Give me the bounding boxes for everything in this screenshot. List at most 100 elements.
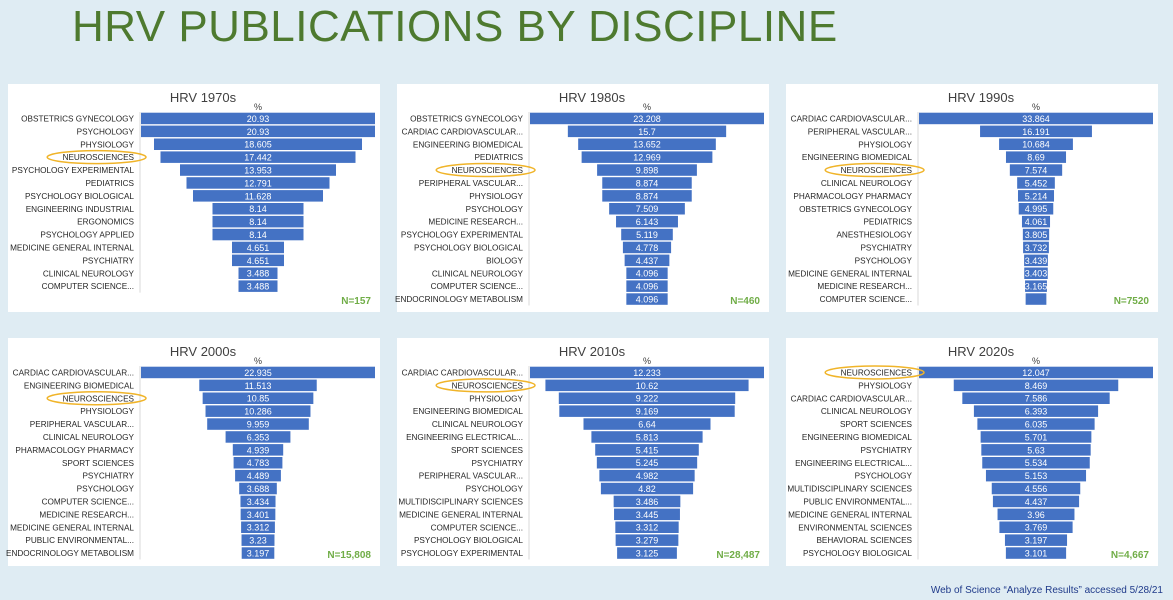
tick-label: PSYCHIATRY bbox=[471, 459, 523, 468]
bar bbox=[980, 125, 1092, 138]
bar bbox=[202, 392, 314, 404]
unit-label: % bbox=[254, 102, 262, 112]
bar bbox=[991, 482, 1081, 495]
data-label: 18.605 bbox=[244, 140, 272, 150]
data-label: 33.864 bbox=[1022, 114, 1050, 124]
tick-label: CARDIAC CARDIOVASCULAR... bbox=[791, 114, 912, 123]
bar bbox=[212, 215, 304, 228]
chart-panel-2020s: HRV 2020s% 12.047 NEUROSCIENCES 8.469 PHYSIO… bbox=[786, 338, 1158, 566]
tick-label: ENGINEERING BIOMEDICAL bbox=[802, 433, 913, 442]
data-label: 13.652 bbox=[633, 140, 661, 150]
bar bbox=[160, 151, 356, 163]
tick-label: ENGINEERING BIOMEDICAL bbox=[413, 407, 524, 416]
data-label: 3.486 bbox=[636, 497, 659, 507]
data-label: 12.047 bbox=[1022, 368, 1050, 378]
data-label: 5.214 bbox=[1025, 191, 1048, 201]
bar bbox=[567, 125, 727, 138]
tick-label: CLINICAL NEUROLOGY bbox=[43, 269, 135, 278]
tick-label: PSYCHOLOGY bbox=[466, 485, 524, 494]
data-label: 5.813 bbox=[636, 432, 659, 442]
bar bbox=[615, 521, 679, 533]
highlight-ellipse bbox=[435, 162, 536, 178]
bar bbox=[583, 418, 711, 430]
data-label: 3.101 bbox=[1025, 548, 1048, 558]
bar bbox=[997, 508, 1075, 521]
chart-title: HRV 1990s bbox=[948, 90, 1015, 105]
data-label: 22.935 bbox=[244, 368, 272, 378]
tick-label: PHARMACOLOGY PHARMACY bbox=[793, 192, 912, 201]
tick-label: MEDICINE GENERAL INTERNAL bbox=[10, 243, 134, 252]
tick-label: PSYCHOLOGY bbox=[855, 472, 913, 481]
data-label: 7.509 bbox=[636, 204, 659, 214]
data-label: 4.939 bbox=[247, 445, 270, 455]
highlight-ellipse bbox=[46, 391, 147, 406]
data-label: 5.119 bbox=[636, 230, 658, 240]
data-label: 7.586 bbox=[1025, 394, 1048, 404]
tick-label: ANESTHESIOLOGY bbox=[836, 231, 912, 240]
data-label: 4.995 bbox=[1025, 204, 1048, 214]
tick-label: BIOLOGY bbox=[486, 256, 523, 265]
bar bbox=[186, 177, 330, 189]
bar bbox=[962, 392, 1110, 404]
chart-svg: HRV 1970s% 20.93 OBSTETRICS GYNECOLOGY 20.9… bbox=[10, 90, 375, 307]
data-label: 6.353 bbox=[247, 432, 270, 442]
chart-panel-1980s: HRV 1980s% 23.208 OBSTETRICS GYNECOLOGY 15.… bbox=[395, 84, 769, 312]
bar bbox=[615, 534, 679, 546]
tick-label: PSYCHIATRY bbox=[82, 472, 134, 481]
tick-label: COMPUTER SCIENCE... bbox=[431, 523, 523, 532]
bar bbox=[192, 190, 324, 202]
tick-label: ENGINEERING ELECTRICAL... bbox=[406, 433, 523, 442]
bar bbox=[141, 125, 375, 138]
tick-label: PSYCHOLOGY bbox=[466, 205, 524, 214]
data-label: 3.805 bbox=[1025, 230, 1048, 240]
tick-label: PEDIATRICS bbox=[85, 179, 134, 188]
tick-label: CLINICAL NEUROLOGY bbox=[432, 420, 524, 429]
data-label: 3.279 bbox=[636, 536, 659, 546]
bar bbox=[985, 469, 1087, 482]
tick-label: PSYCHIATRY bbox=[860, 243, 912, 252]
data-label: 6.64 bbox=[638, 419, 656, 429]
data-label: 3.401 bbox=[247, 510, 270, 520]
bar bbox=[1021, 215, 1051, 228]
tick-label: ENGINEERING BIOMEDICAL bbox=[413, 140, 524, 149]
bar bbox=[1022, 228, 1050, 241]
tick-label: MEDICINE GENERAL INTERNAL bbox=[788, 510, 912, 519]
bar bbox=[180, 164, 336, 176]
bar bbox=[239, 482, 277, 495]
data-label: 4.096 bbox=[636, 282, 659, 292]
bar bbox=[977, 418, 1095, 430]
tick-label: NEUROSCIENCES bbox=[63, 394, 135, 403]
tick-label: CLINICAL NEUROLOGY bbox=[821, 179, 913, 188]
tick-label: PEDIATRICS bbox=[863, 218, 912, 227]
tick-label: PHYSIOLOGY bbox=[858, 140, 912, 149]
bar bbox=[578, 138, 716, 150]
data-label: 8.469 bbox=[1025, 381, 1048, 391]
tick-label: CLINICAL NEUROLOGY bbox=[432, 269, 524, 278]
bar bbox=[241, 534, 275, 546]
bar bbox=[981, 444, 1091, 456]
bar bbox=[232, 254, 284, 267]
tick-label: PHYSIOLOGY bbox=[80, 407, 134, 416]
tick-label: MEDICINE GENERAL INTERNAL bbox=[10, 523, 134, 532]
data-label: 4.982 bbox=[636, 471, 659, 481]
bar bbox=[530, 366, 764, 379]
bar bbox=[240, 495, 276, 508]
bar bbox=[241, 547, 275, 559]
tick-label: MULTIDISCIPLINARY SCIENCES bbox=[398, 497, 523, 506]
bar bbox=[973, 405, 1099, 417]
data-label: 4.096 bbox=[636, 269, 659, 279]
data-label: 8.69 bbox=[1027, 153, 1045, 163]
data-label: 3.769 bbox=[1025, 523, 1048, 533]
tick-label: PSYCHOLOGY EXPERIMENTAL bbox=[401, 549, 524, 558]
tick-label: SPORT SCIENCES bbox=[840, 420, 913, 429]
data-label: 4.651 bbox=[247, 256, 270, 266]
bar bbox=[1018, 203, 1054, 215]
sample-size-label: N=7520 bbox=[1114, 296, 1150, 307]
tick-label: CARDIAC CARDIOVASCULAR... bbox=[402, 127, 523, 136]
unit-label: % bbox=[1032, 102, 1040, 112]
bar bbox=[980, 431, 1092, 443]
bar bbox=[596, 457, 698, 469]
highlight-ellipse bbox=[435, 378, 536, 393]
tick-label: PERIPHERAL VASCULAR... bbox=[30, 420, 134, 429]
data-label: 3.732 bbox=[1025, 243, 1048, 253]
